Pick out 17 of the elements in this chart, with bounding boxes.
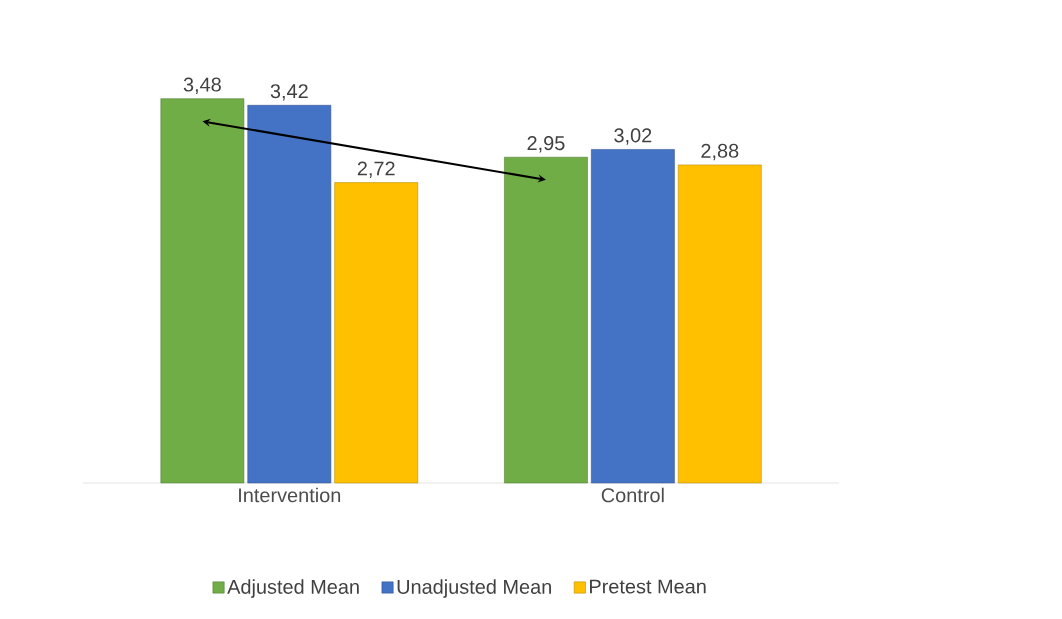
x-tick-label: Intervention (239, 487, 341, 503)
bar (334, 182, 419, 484)
legend-label: Adjusted Mean (227, 579, 359, 598)
legend-label: Pretest Mean (590, 579, 706, 594)
bar (504, 156, 588, 484)
data-label: 2,88 (701, 143, 739, 161)
x-tick-label: Control (601, 487, 664, 503)
bar (677, 164, 762, 484)
data-label: 2,95 (527, 136, 565, 153)
data-label: 3,02 (614, 128, 652, 145)
data-label: 3,42 (270, 84, 308, 101)
bar (160, 98, 245, 484)
data-label: 2,72 (357, 161, 395, 178)
legend-label: Unadjusted Mean (397, 579, 551, 598)
data-label: 3,48 (183, 77, 221, 94)
bar (591, 149, 675, 484)
bar (247, 105, 332, 484)
